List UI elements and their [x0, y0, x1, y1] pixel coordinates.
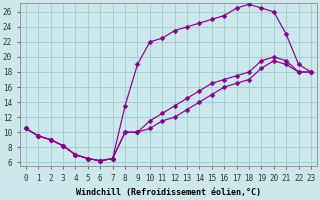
X-axis label: Windchill (Refroidissement éolien,°C): Windchill (Refroidissement éolien,°C) — [76, 188, 261, 197]
